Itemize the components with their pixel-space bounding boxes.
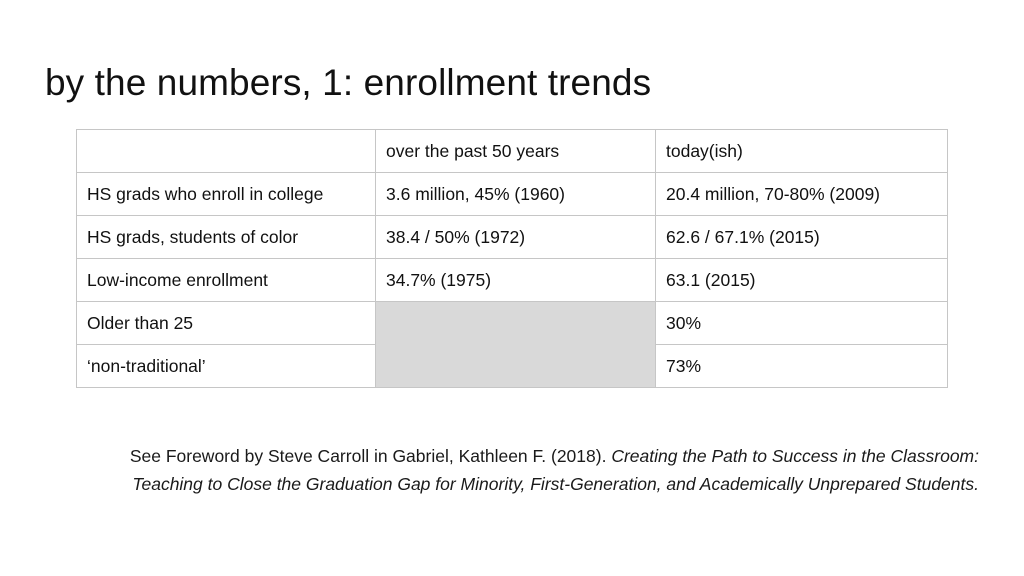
citation: See Foreword by Steve Carroll in Gabriel… bbox=[79, 442, 979, 498]
today-value-cell: 73% bbox=[655, 344, 948, 388]
shaded-empty-cell bbox=[375, 301, 656, 388]
past-value-cell: 38.4 / 50% (1972) bbox=[375, 215, 656, 259]
today-value-cell: 20.4 million, 70-80% (2009) bbox=[655, 172, 948, 216]
today-value-cell: 30% bbox=[655, 301, 948, 345]
header-cell-past-50-years: over the past 50 years bbox=[375, 129, 656, 173]
today-value-cell: 63.1 (2015) bbox=[655, 258, 948, 302]
row-label: HS grads, students of color bbox=[76, 215, 376, 259]
table-row: HS grads who enroll in college 3.6 milli… bbox=[76, 172, 948, 216]
enrollment-table: over the past 50 years today(ish) HS gra… bbox=[76, 129, 948, 388]
citation-book-title: Creating the Path to Success in the Clas… bbox=[132, 446, 979, 494]
row-label: HS grads who enroll in college bbox=[76, 172, 376, 216]
table-row: Low-income enrollment 34.7% (1975) 63.1 … bbox=[76, 258, 948, 302]
citation-prefix: See Foreword by Steve Carroll in Gabriel… bbox=[129, 446, 612, 466]
past-value-cell: 3.6 million, 45% (1960) bbox=[375, 172, 656, 216]
table-row: ‘non-traditional’ 73% bbox=[76, 344, 948, 388]
header-cell-today: today(ish) bbox=[655, 129, 948, 173]
table-row: HS grads, students of color 38.4 / 50% (… bbox=[76, 215, 948, 259]
slide-title: by the numbers, 1: enrollment trends bbox=[45, 62, 652, 103]
row-label: ‘non-traditional’ bbox=[76, 344, 376, 388]
row-label: Older than 25 bbox=[76, 301, 376, 345]
past-value-cell: 34.7% (1975) bbox=[375, 258, 656, 302]
row-label: Low-income enrollment bbox=[76, 258, 376, 302]
table-header-row: over the past 50 years today(ish) bbox=[76, 129, 948, 173]
today-value-cell: 62.6 / 67.1% (2015) bbox=[655, 215, 948, 259]
header-cell-empty bbox=[76, 129, 376, 173]
table-row: Older than 25 30% bbox=[76, 301, 948, 388]
